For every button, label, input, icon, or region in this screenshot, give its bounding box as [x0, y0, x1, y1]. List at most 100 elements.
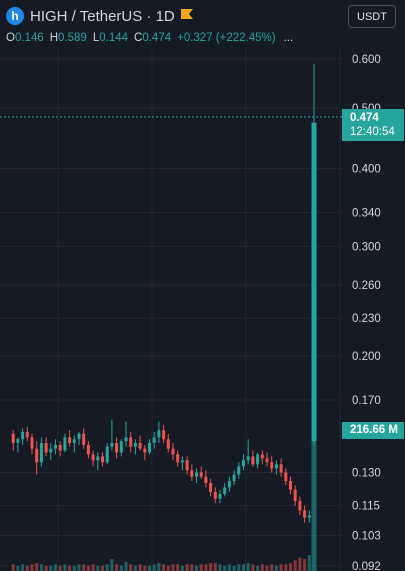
candle-body [185, 460, 189, 471]
candle-body [63, 437, 67, 451]
candle-body [11, 433, 15, 443]
volume-bar [298, 557, 302, 571]
candle-body [119, 441, 123, 453]
y-tick-label: 0.600 [352, 54, 381, 66]
candle-body [157, 430, 161, 438]
candle [133, 439, 137, 455]
volume-bar [232, 565, 236, 571]
candle-body [162, 430, 166, 440]
candle-body [101, 456, 104, 463]
candle-body [176, 454, 180, 463]
volume-bar [133, 565, 137, 571]
symbol-title-row[interactable]: h HIGH / TetherUS · 1D [6, 6, 193, 26]
volume-bar [58, 565, 62, 571]
candle-body [105, 446, 109, 463]
volume-bar [293, 560, 297, 571]
volume-bar [195, 565, 198, 571]
candle-body [129, 437, 133, 447]
flag-icon[interactable] [180, 9, 193, 23]
candle [124, 421, 128, 447]
volume-bar [11, 564, 15, 571]
candle-body [218, 494, 222, 499]
candle-body [16, 439, 20, 443]
candle-body [35, 448, 39, 463]
candle [298, 496, 302, 516]
candle [129, 431, 133, 453]
volume-bar [138, 564, 142, 571]
y-tick-label: 0.115 [352, 501, 380, 513]
currency-selector[interactable]: USDT [348, 5, 396, 28]
high-value: 0.589 [58, 32, 87, 44]
candle [49, 442, 53, 461]
candle-body [39, 442, 43, 463]
candle [279, 458, 283, 477]
more-button[interactable]: ... [283, 32, 294, 44]
candle-body [246, 456, 250, 461]
candle-body [133, 442, 137, 447]
candle [246, 439, 250, 465]
candle-body [209, 483, 213, 492]
candle [115, 437, 119, 459]
volume-bar [72, 565, 76, 571]
volume-bar [251, 564, 255, 571]
candle-body [284, 472, 288, 481]
candle-body [148, 442, 151, 453]
candle [274, 460, 278, 475]
candle-body [223, 487, 227, 495]
volume-bar [157, 563, 161, 571]
candle-body [68, 437, 72, 443]
candle [35, 441, 39, 475]
candle [63, 433, 67, 453]
volume-bar [68, 565, 72, 571]
last-price-label: 0.474 12:40:54 [342, 109, 404, 141]
close-label: C [134, 32, 143, 44]
candle [21, 428, 25, 445]
candle-body [49, 448, 53, 453]
volume-bar [171, 564, 175, 571]
candle-body [72, 439, 76, 443]
high-label: H [49, 32, 59, 44]
y-tick-label: 0.103 [352, 530, 381, 542]
candle [260, 450, 264, 465]
close-value: 0.474 [142, 32, 172, 44]
candle-body [298, 500, 302, 511]
volume-bar [311, 438, 317, 571]
candle [176, 450, 180, 467]
candle-body [227, 480, 231, 488]
volume-bar [115, 564, 119, 571]
volume-bar [39, 564, 43, 571]
volume-bar [119, 565, 123, 571]
y-tick-label: 0.170 [352, 395, 381, 407]
candle [16, 437, 20, 453]
candle [213, 487, 217, 504]
candle [199, 466, 203, 479]
candle [58, 441, 62, 457]
change-value: +0.327 (+222.45%) [177, 32, 276, 44]
candle [143, 444, 147, 461]
candle-body [311, 122, 317, 442]
candle [166, 433, 170, 453]
candle [82, 428, 86, 449]
volume-bar [162, 564, 166, 571]
candle-body [274, 464, 278, 469]
candle [162, 424, 166, 443]
candle [72, 435, 76, 453]
volume-bar [16, 565, 20, 571]
candle-body [77, 433, 81, 440]
open-value: 0.146 [14, 32, 44, 44]
y-tick-label: 0.200 [352, 351, 381, 363]
volume-bar [289, 563, 292, 571]
logo-letter: h [11, 9, 19, 23]
candle [293, 485, 297, 506]
candle [148, 439, 151, 455]
candle-body [213, 491, 217, 499]
y-tick-label: 0.092 [352, 561, 381, 571]
symbol-title[interactable]: HIGH / TetherUS · 1D [30, 7, 175, 25]
volume-bar [242, 564, 245, 571]
volume-bar [227, 564, 231, 571]
candle-body [265, 458, 269, 463]
y-axis[interactable]: 0.6000.5000.4000.3400.3000.2600.2300.200… [352, 54, 381, 571]
candle [101, 452, 104, 467]
candle [223, 483, 227, 497]
